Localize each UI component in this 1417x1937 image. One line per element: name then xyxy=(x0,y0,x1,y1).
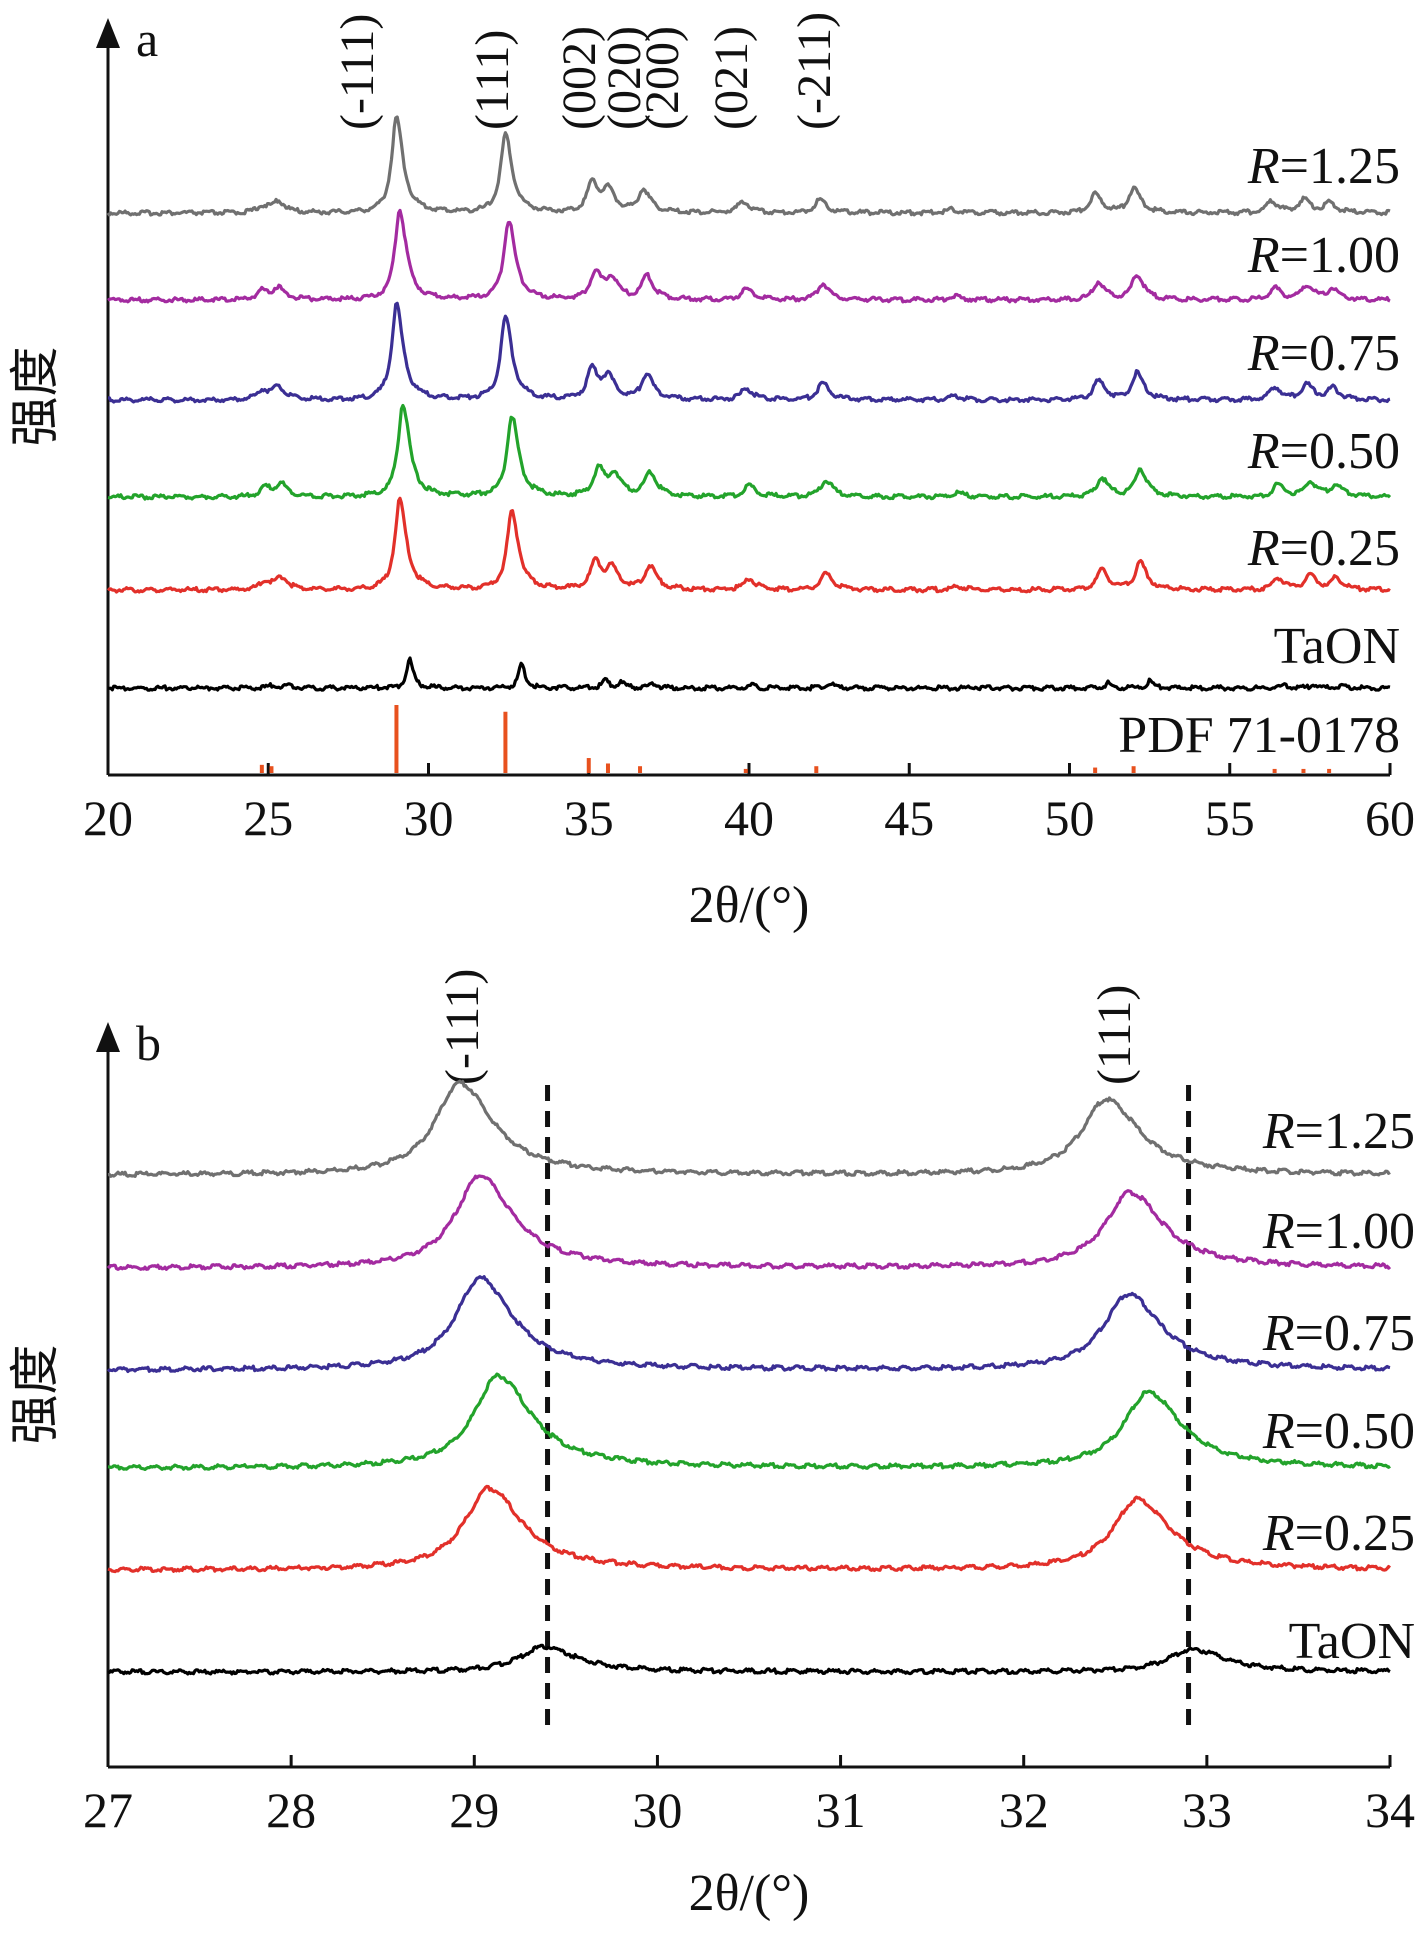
series-line xyxy=(107,1643,1391,1676)
reflection-label: (-211) xyxy=(788,12,841,130)
series-label: R=1.25 xyxy=(1262,1103,1415,1160)
reflection-label: (200) xyxy=(636,26,689,130)
series-label: R=0.25 xyxy=(1262,1505,1415,1562)
reflection-label: (020) xyxy=(598,26,651,130)
y-axis-arrow xyxy=(96,18,120,48)
series-line xyxy=(107,301,1391,404)
series-label: R=0.25 xyxy=(1247,520,1400,577)
series-line xyxy=(106,115,1391,217)
series-line xyxy=(107,208,1391,304)
reflection-label: (111) xyxy=(1088,985,1141,1085)
y-axis-arrow xyxy=(96,1022,120,1052)
reflection-label: (-111) xyxy=(436,969,489,1085)
x-tick-label: 20 xyxy=(83,790,133,846)
x-tick-label: 50 xyxy=(1045,790,1095,846)
chart-panel-a: a 强度 20 25 30 35 40 45 50 55 60 2θ/(°) (-111) (111) (0… xyxy=(7,11,1415,934)
series-label: R=0.75 xyxy=(1262,1305,1415,1362)
x-tick-label: 25 xyxy=(243,790,293,846)
chart-panel-b: b 强度 27 28 29 30 31 32 33 34 2θ/(°) (-111) (111) R=1.… xyxy=(7,969,1415,1922)
x-tick-label: 60 xyxy=(1365,790,1415,846)
x-tick-label: 34 xyxy=(1365,1782,1415,1838)
x-tick-label: 35 xyxy=(564,790,614,846)
x-tick-label: 55 xyxy=(1205,790,1255,846)
series-line xyxy=(107,403,1392,501)
x-tick-label: 45 xyxy=(884,790,934,846)
series-line xyxy=(107,1079,1391,1178)
x-axis-title: 2θ/(°) xyxy=(689,877,810,934)
series-label: R=1.00 xyxy=(1247,227,1400,284)
x-axis-title: 2θ/(°) xyxy=(689,1865,810,1922)
series-label: R=0.50 xyxy=(1262,1403,1415,1460)
reference-label: PDF 71-0178 xyxy=(1118,707,1400,764)
x-tick-label: 27 xyxy=(83,1782,133,1838)
x-tick-label: 33 xyxy=(1182,1782,1232,1838)
x-tick-label: 31 xyxy=(816,1782,866,1838)
series-label: TaON xyxy=(1289,1613,1415,1670)
x-tick-label: 30 xyxy=(404,790,454,846)
x-tick-label: 28 xyxy=(266,1782,316,1838)
series-label: TaON xyxy=(1274,618,1400,675)
series-line xyxy=(107,1484,1391,1574)
series-line xyxy=(107,656,1391,692)
series-label: R=0.75 xyxy=(1247,325,1400,382)
panel-letter: a xyxy=(136,11,158,67)
x-tick-label: 40 xyxy=(724,790,774,846)
reflection-label: (-111) xyxy=(331,14,384,130)
series-label: R=0.50 xyxy=(1247,423,1400,480)
x-tick-label: 29 xyxy=(449,1782,499,1838)
x-tick-label: 30 xyxy=(632,1782,682,1838)
reflection-label: (002) xyxy=(553,26,606,130)
series-label: R=1.00 xyxy=(1262,1203,1415,1260)
series-line xyxy=(107,1372,1391,1471)
panel-letter: b xyxy=(136,1015,161,1071)
y-axis-label: 强度 xyxy=(7,347,63,447)
y-axis-label: 强度 xyxy=(7,1345,63,1445)
series-label: R=1.25 xyxy=(1247,138,1400,195)
x-tick-label: 32 xyxy=(999,1782,1049,1838)
reflection-label: (021) xyxy=(705,26,758,130)
series-line xyxy=(106,1174,1392,1271)
series-line xyxy=(106,1275,1391,1374)
reflection-label: (111) xyxy=(466,30,519,130)
series-line xyxy=(106,496,1391,594)
